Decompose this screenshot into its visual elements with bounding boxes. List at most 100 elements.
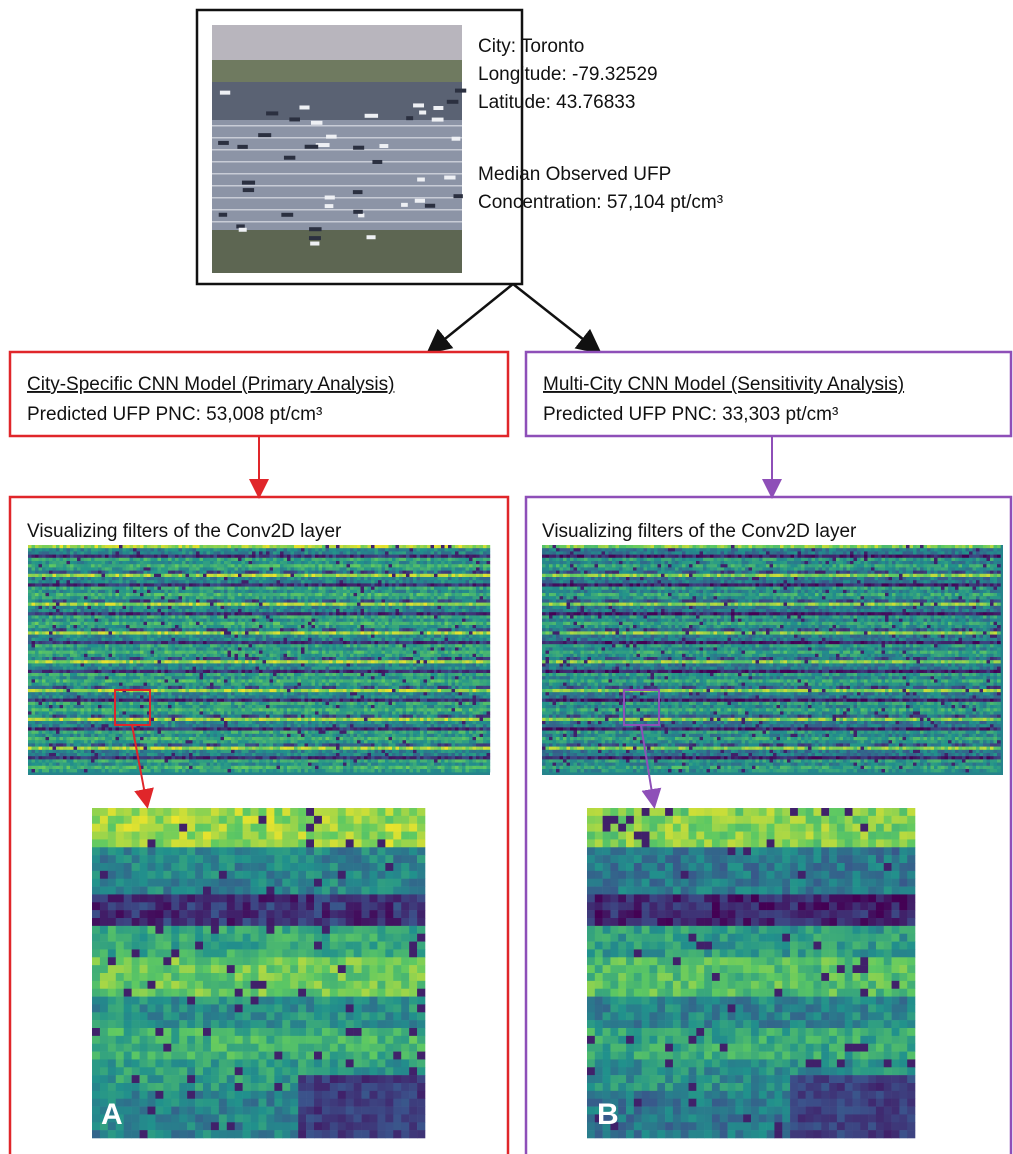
pixel <box>168 548 172 551</box>
pixel <box>81 551 85 554</box>
pixel <box>291 590 295 593</box>
pixel <box>154 654 158 657</box>
pixel <box>357 574 361 577</box>
pixel <box>109 580 113 583</box>
pixel <box>140 638 144 641</box>
pixel <box>382 644 386 647</box>
pixel <box>487 555 491 558</box>
pixel <box>98 580 102 583</box>
pixel <box>207 631 211 634</box>
pixel <box>130 574 134 577</box>
pixel <box>340 603 344 606</box>
pixel <box>427 558 431 561</box>
pixel <box>326 577 330 580</box>
pixel <box>77 564 81 567</box>
pixel <box>151 583 155 586</box>
pixel <box>165 564 169 567</box>
pixel <box>357 612 361 615</box>
pixel <box>438 596 442 599</box>
pixel <box>441 651 445 654</box>
pixel <box>252 590 256 593</box>
pixel <box>84 596 88 599</box>
pixel <box>63 587 67 590</box>
pixel <box>60 647 64 650</box>
pixel <box>417 609 421 612</box>
pixel <box>462 657 466 660</box>
pixel <box>259 587 263 590</box>
vehicle <box>432 118 444 122</box>
pixel <box>455 615 459 618</box>
model-prediction: Predicted UFP PNC: 33,303 pt/cm³ <box>543 404 838 425</box>
pixel <box>329 638 333 641</box>
pixel <box>413 590 417 593</box>
pixel <box>81 625 85 628</box>
vehicle <box>311 121 322 125</box>
pixel <box>42 654 46 657</box>
pixel <box>161 635 165 638</box>
pixel <box>277 609 281 612</box>
pixel <box>91 603 95 606</box>
pixel <box>480 587 484 590</box>
pixel <box>427 619 431 622</box>
pixel <box>389 574 393 577</box>
pixel <box>207 606 211 609</box>
pixel <box>203 574 207 577</box>
pixel <box>403 590 407 593</box>
pixel <box>273 660 277 663</box>
pixel <box>410 660 414 663</box>
pixel <box>445 561 449 564</box>
pixel <box>326 654 330 657</box>
pixel <box>88 622 92 625</box>
pixel <box>70 660 74 663</box>
pixel <box>378 593 382 596</box>
pixel <box>280 647 284 650</box>
pixel <box>336 564 340 567</box>
pixel <box>109 599 113 602</box>
pixel <box>63 625 67 628</box>
pixel <box>312 593 316 596</box>
pixel <box>427 574 431 577</box>
pixel <box>88 612 92 615</box>
pixel <box>186 596 190 599</box>
pixel <box>385 545 389 548</box>
pixel <box>315 660 319 663</box>
pixel <box>200 628 204 631</box>
pixel <box>98 606 102 609</box>
pixel <box>67 564 71 567</box>
pixel <box>147 596 151 599</box>
pixel <box>210 631 214 634</box>
pixel <box>224 644 228 647</box>
pixel <box>476 580 480 583</box>
pixel <box>427 631 431 634</box>
pixel <box>480 583 484 586</box>
pixel <box>189 590 193 593</box>
pixel <box>266 660 270 663</box>
pixel <box>200 551 204 554</box>
pixel <box>242 558 246 561</box>
pixel <box>326 580 330 583</box>
pixel <box>371 571 375 574</box>
pixel <box>256 657 260 660</box>
pixel <box>245 631 249 634</box>
pixel <box>448 574 452 577</box>
pixel <box>56 571 60 574</box>
pixel <box>203 577 207 580</box>
pixel <box>270 622 274 625</box>
pixel <box>84 622 88 625</box>
pixel <box>340 555 344 558</box>
pixel <box>371 644 375 647</box>
pixel <box>459 551 463 554</box>
pixel <box>413 583 417 586</box>
pixel <box>77 555 81 558</box>
pixel <box>403 647 407 650</box>
pixel <box>263 647 267 650</box>
pixel <box>413 599 417 602</box>
pixel <box>308 555 312 558</box>
pixel <box>319 577 323 580</box>
pixel <box>340 574 344 577</box>
pixel <box>154 571 158 574</box>
pixel <box>133 555 137 558</box>
pixel <box>49 638 53 641</box>
pixel <box>193 635 197 638</box>
pixel <box>455 638 459 641</box>
